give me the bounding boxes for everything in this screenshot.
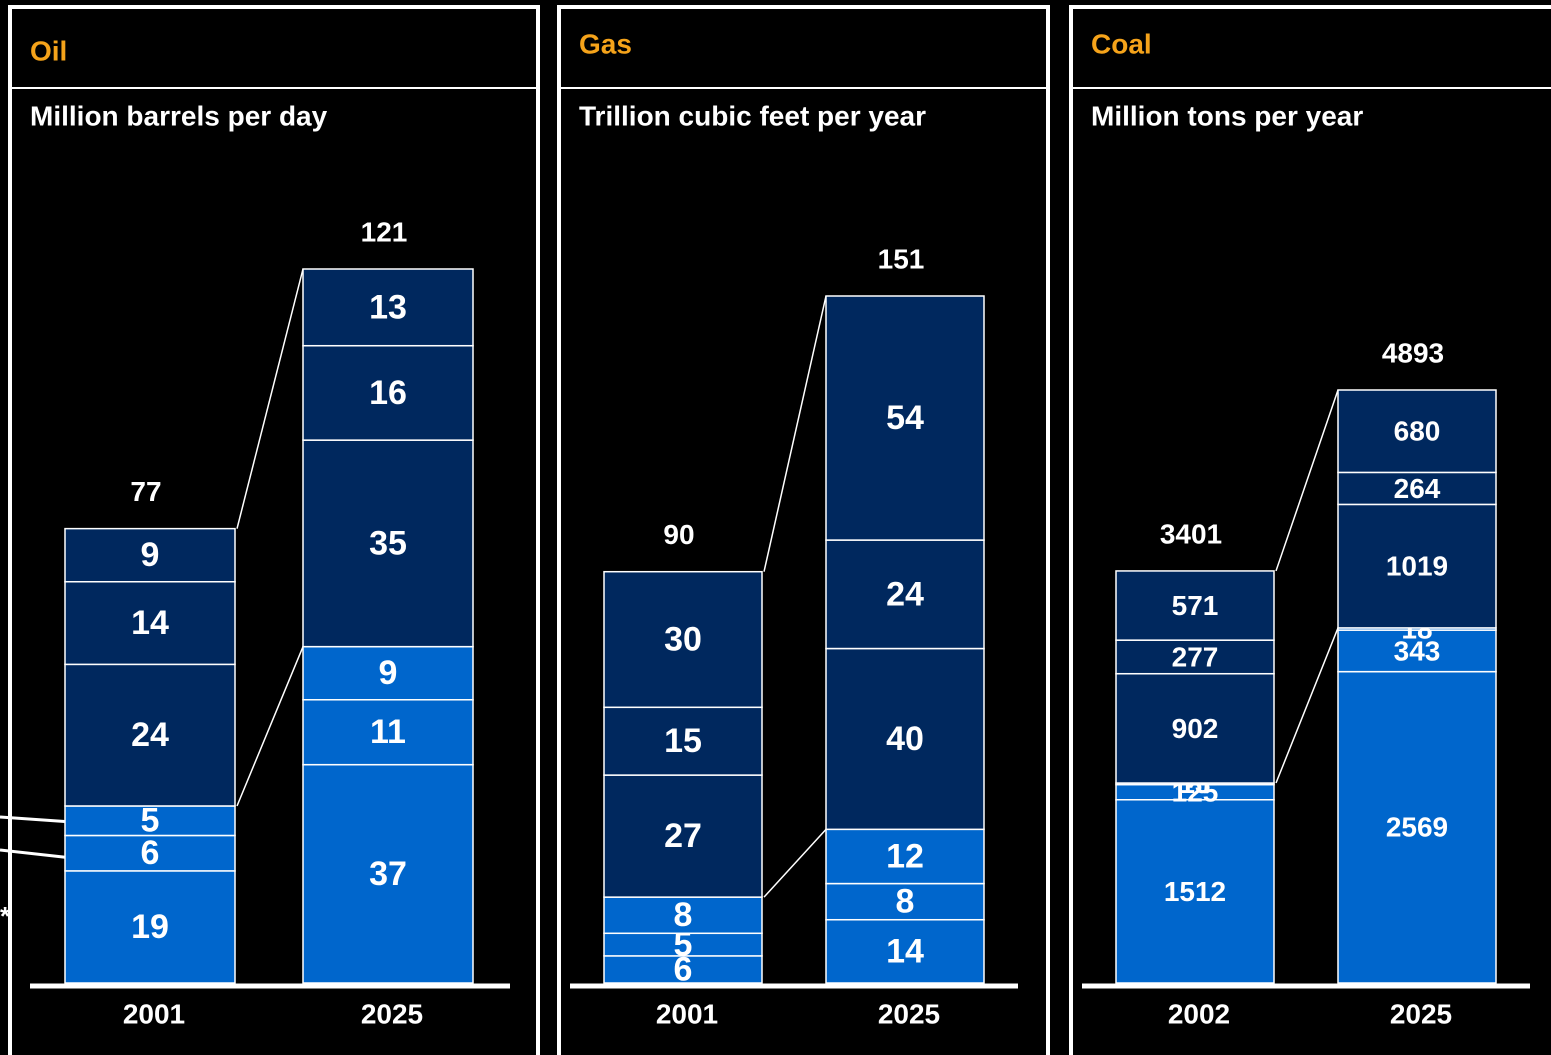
connector-line bbox=[1275, 389, 1339, 572]
bar-segment bbox=[603, 570, 763, 709]
x-tick-label: 2025 bbox=[1390, 998, 1452, 1029]
bar-segment bbox=[64, 580, 236, 666]
segment-label: 8 bbox=[896, 883, 915, 921]
segment-label: 9 bbox=[379, 654, 398, 692]
total-label: 151 bbox=[878, 243, 925, 274]
total-label: 4893 bbox=[1382, 337, 1444, 368]
bar-segment bbox=[64, 805, 236, 837]
panel-subtitle: Trillion cubic feet per year bbox=[579, 100, 926, 131]
connector-line bbox=[236, 268, 304, 529]
segment-label: 5 bbox=[141, 802, 160, 840]
panel-frame bbox=[557, 5, 1050, 1055]
bar-segment bbox=[825, 918, 985, 984]
panel: Oil Million barrels per day 19 65 24 14 9 77 200… bbox=[8, 5, 540, 1055]
panel-frame bbox=[8, 5, 540, 1055]
segment-label: 6 bbox=[674, 950, 693, 988]
bar-segment bbox=[603, 706, 763, 776]
x-tick-label: 2025 bbox=[361, 998, 423, 1029]
segment-label: 24 bbox=[131, 716, 169, 754]
panel-title: Coal bbox=[1091, 28, 1152, 59]
segment-label: 16 bbox=[369, 374, 407, 412]
segment-label: 19 bbox=[131, 908, 169, 946]
bar-segment bbox=[825, 295, 985, 541]
bar-segment bbox=[603, 774, 763, 898]
bar-segment bbox=[1115, 672, 1275, 784]
connector-line bbox=[763, 295, 827, 572]
bar-segment bbox=[302, 439, 474, 648]
segment-label: 14 bbox=[131, 604, 169, 642]
bar-segment bbox=[1115, 799, 1275, 984]
x-tick-label: 2001 bbox=[123, 998, 185, 1029]
segment-label: 54 bbox=[886, 399, 924, 437]
segment-label: 6 bbox=[141, 834, 160, 872]
panel-title: Oil bbox=[30, 35, 67, 66]
segment-label: 1512 bbox=[1164, 876, 1226, 907]
bar-segment bbox=[302, 699, 474, 766]
bar-segment bbox=[603, 896, 763, 935]
connector-line bbox=[236, 646, 304, 807]
segment-label: 902 bbox=[1172, 713, 1219, 744]
x-tick-label: 2002 bbox=[1168, 998, 1230, 1029]
segment-label: 12 bbox=[886, 837, 924, 875]
bar-segment bbox=[825, 828, 985, 885]
segment-label: 264 bbox=[1394, 473, 1441, 504]
total-label: 121 bbox=[361, 216, 408, 247]
total-label: 77 bbox=[130, 476, 161, 507]
segment-label: 40 bbox=[886, 720, 924, 758]
segment-label: 2569 bbox=[1386, 812, 1448, 843]
segment-label: 571 bbox=[1172, 590, 1219, 621]
bar-segment bbox=[1115, 570, 1275, 641]
segment-label: 343 bbox=[1394, 635, 1441, 666]
segment-label: 5 bbox=[674, 926, 693, 964]
segment-label: 680 bbox=[1394, 416, 1441, 447]
segment-label: 14 bbox=[886, 932, 924, 970]
bar-segment bbox=[302, 344, 474, 441]
bar-segment bbox=[64, 527, 236, 583]
segment-label: 11 bbox=[370, 713, 406, 751]
panel-subtitle: Million tons per year bbox=[1091, 100, 1363, 131]
segment-label: 37 bbox=[369, 855, 407, 893]
bar-segment bbox=[1337, 503, 1497, 629]
segment-label: 13 bbox=[369, 288, 407, 326]
panel-title: Gas bbox=[579, 28, 632, 59]
segment-label: 1019 bbox=[1386, 551, 1448, 582]
segment-label: 277 bbox=[1172, 641, 1219, 672]
x-tick-label: 2025 bbox=[878, 998, 940, 1029]
segment-label: 24 bbox=[886, 575, 924, 613]
bar-segment bbox=[1337, 389, 1497, 474]
bar-segment bbox=[302, 645, 474, 701]
panel-subtitle: Million barrels per day bbox=[30, 100, 328, 131]
bar-segment bbox=[1115, 639, 1275, 675]
bar-segment bbox=[64, 870, 236, 984]
segment-label: 15 bbox=[664, 722, 702, 760]
segment-label: 35 bbox=[369, 524, 407, 562]
panel-frame bbox=[1069, 5, 1551, 1055]
segment-label: 8 bbox=[674, 896, 693, 934]
bar-segment bbox=[302, 763, 474, 984]
bar-segment bbox=[302, 268, 474, 347]
connector-line bbox=[763, 828, 827, 898]
footnote-mark: * bbox=[0, 901, 11, 931]
bar-segment bbox=[825, 647, 985, 831]
total-label: 3401 bbox=[1160, 518, 1222, 549]
bar-segment bbox=[64, 663, 236, 807]
segment-label: 27 bbox=[664, 817, 702, 855]
segment-label: 30 bbox=[664, 620, 702, 658]
connector-line bbox=[1275, 627, 1339, 784]
bar-segment bbox=[825, 539, 985, 650]
bar-segment bbox=[1337, 629, 1497, 673]
segment-label: 9 bbox=[141, 536, 160, 574]
total-label: 90 bbox=[663, 519, 694, 550]
x-tick-label: 2001 bbox=[656, 998, 718, 1029]
